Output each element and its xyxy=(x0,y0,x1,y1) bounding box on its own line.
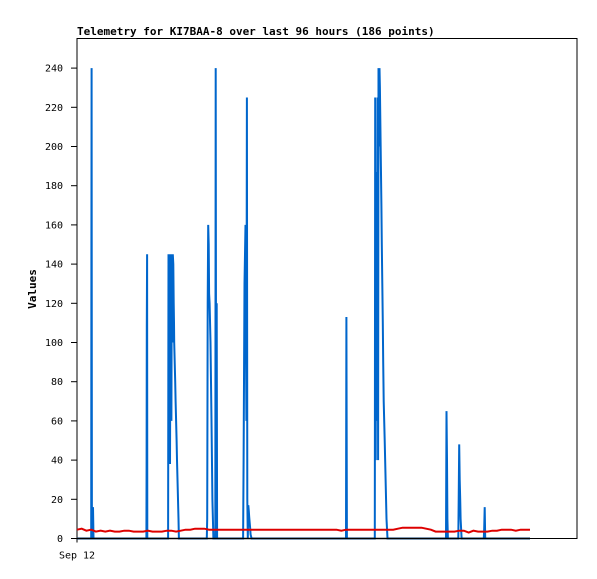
y-axis-ticks: 0 20 40 60 80 100 120 140 160 180 200 220 240 xyxy=(45,64,77,545)
y-tick-label: 140 xyxy=(45,260,63,271)
y-tick-label: 220 xyxy=(45,103,63,114)
y-tick-label: 0 xyxy=(57,534,63,545)
y-tick-label: 60 xyxy=(51,416,63,427)
y-axis-label: Values xyxy=(26,269,39,309)
chart-title: Telemetry for KI7BAA-8 over last 96 hour… xyxy=(77,25,435,38)
y-tick-label: 120 xyxy=(45,299,63,310)
y-tick-label: 100 xyxy=(45,338,63,349)
series-line-2 xyxy=(76,526,530,534)
series-layer xyxy=(76,68,530,540)
y-tick-label: 80 xyxy=(51,377,63,388)
y-tick-label: 200 xyxy=(45,142,63,153)
y-tick-label: 240 xyxy=(45,64,63,75)
y-tick-label: 40 xyxy=(51,456,63,467)
y-tick-label: 160 xyxy=(45,220,63,231)
x-axis-ticks: Sep 12 xyxy=(59,538,95,562)
x-tick-label: Sep 12 xyxy=(59,551,95,562)
y-tick-label: 180 xyxy=(45,181,63,192)
y-tick-label: 20 xyxy=(51,495,63,506)
series-line-1 xyxy=(77,68,530,540)
plot-frame xyxy=(76,38,578,539)
